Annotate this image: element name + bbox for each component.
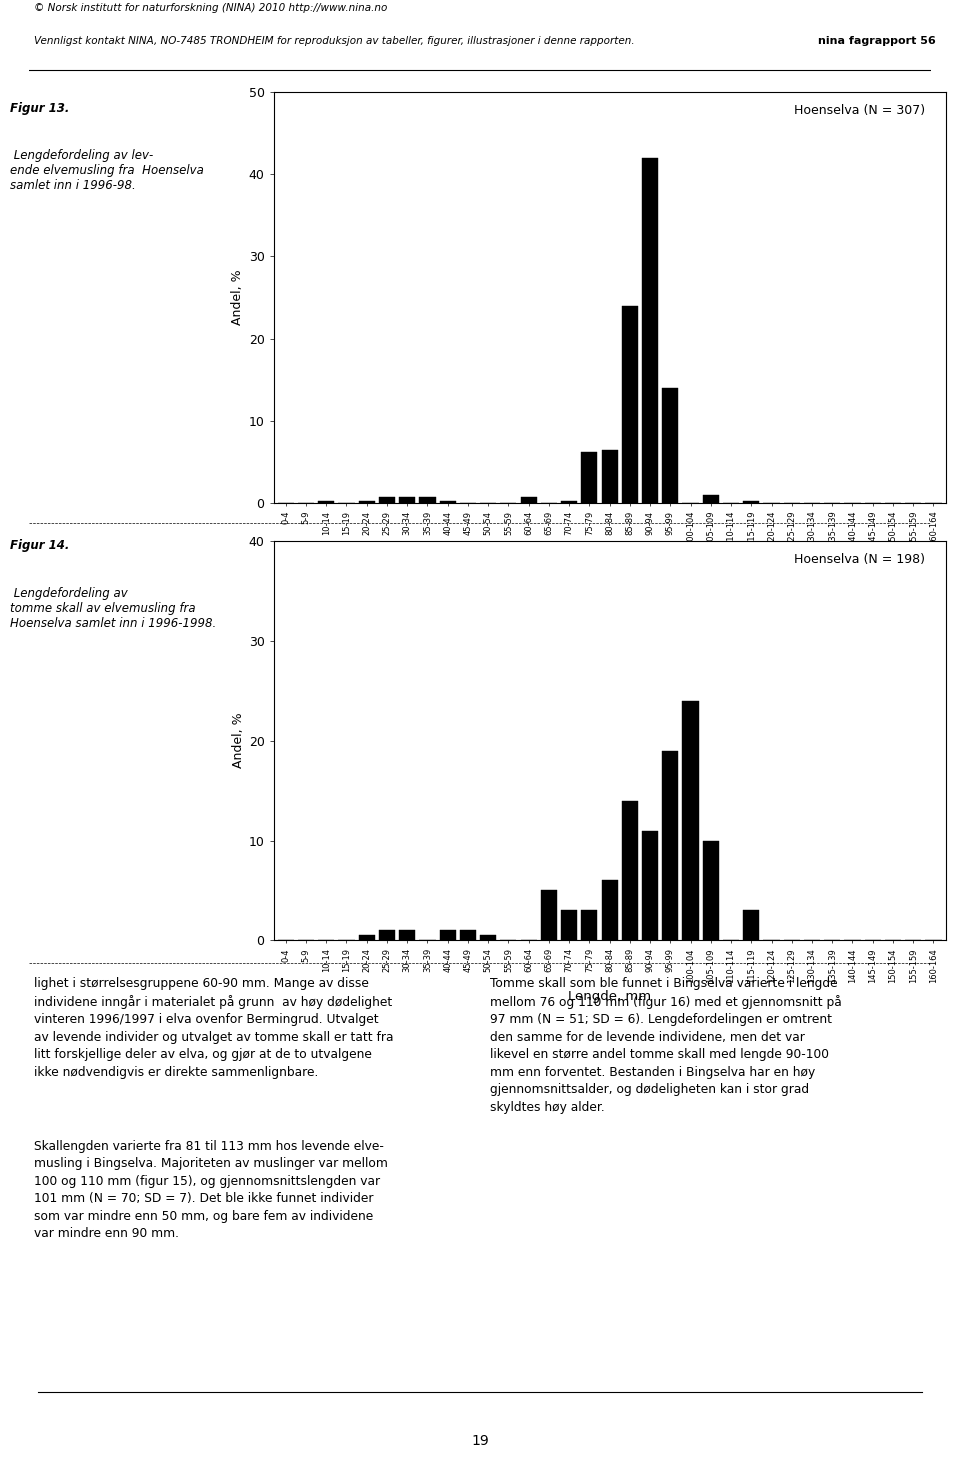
Bar [520, 497, 537, 503]
Bar [622, 800, 638, 940]
Bar [622, 306, 638, 503]
Y-axis label: Andel, %: Andel, % [231, 713, 245, 768]
Bar [703, 494, 719, 503]
Bar [581, 910, 597, 940]
Bar [480, 936, 496, 940]
Text: Vennligst kontakt NINA, NO-7485 TRONDHEIM for reproduksjon av tabeller, figurer,: Vennligst kontakt NINA, NO-7485 TRONDHEI… [34, 36, 635, 47]
Bar [359, 936, 374, 940]
Bar [662, 751, 679, 940]
Bar [399, 497, 416, 503]
Bar [440, 500, 456, 503]
Text: Lengdefordeling av lev-
ende elvemusling fra  Hoenselva
samlet inn i 1996-98.: Lengdefordeling av lev- ende elvemusling… [10, 150, 204, 192]
Bar [440, 930, 456, 940]
X-axis label: Lengde, mm: Lengde, mm [568, 990, 651, 1003]
Text: © Norsk institutt for naturforskning (NINA) 2010 http://www.nina.no: © Norsk institutt for naturforskning (NI… [34, 3, 387, 13]
Bar [420, 497, 436, 503]
Bar [683, 701, 699, 940]
Text: nina fagrapport 56: nina fagrapport 56 [818, 36, 936, 47]
Text: Lengdefordeling av
tomme skall av elvemusling fra
Hoenselva samlet inn i 1996-19: Lengdefordeling av tomme skall av elvemu… [10, 588, 216, 630]
Bar [743, 910, 759, 940]
Bar [743, 500, 759, 503]
Text: 19: 19 [471, 1433, 489, 1448]
Bar [642, 831, 659, 940]
Bar [460, 930, 476, 940]
Bar [561, 500, 577, 503]
Bar [703, 840, 719, 940]
Bar [379, 497, 396, 503]
Bar [540, 891, 557, 940]
X-axis label: Skallengde, mm: Skallengde, mm [556, 553, 663, 566]
Text: Figur 14.: Figur 14. [10, 539, 69, 553]
Bar [399, 930, 416, 940]
Bar [581, 452, 597, 503]
Text: Figur 13.: Figur 13. [10, 102, 69, 115]
Bar [662, 388, 679, 503]
Bar [602, 449, 617, 503]
Text: Skallengden varierte fra 81 til 113 mm hos levende elve-
musling i Bingselva. Ma: Skallengden varierte fra 81 til 113 mm h… [34, 1140, 388, 1241]
Text: Hoenselva (N = 198): Hoenselva (N = 198) [795, 553, 925, 566]
Bar [602, 881, 617, 940]
Y-axis label: Andel, %: Andel, % [231, 270, 245, 325]
Bar [379, 930, 396, 940]
Text: Tomme skall som ble funnet i Bingselva varierte i lengde
mellom 76 og 110 mm (fi: Tomme skall som ble funnet i Bingselva v… [490, 977, 841, 1114]
Text: Hoenselva (N = 307): Hoenselva (N = 307) [794, 104, 925, 117]
Bar [561, 910, 577, 940]
Bar [318, 500, 334, 503]
Text: lighet i størrelsesgruppene 60-90 mm. Mange av disse
individene inngår i materia: lighet i størrelsesgruppene 60-90 mm. Ma… [34, 977, 393, 1079]
Bar [359, 500, 374, 503]
Bar [642, 157, 659, 503]
